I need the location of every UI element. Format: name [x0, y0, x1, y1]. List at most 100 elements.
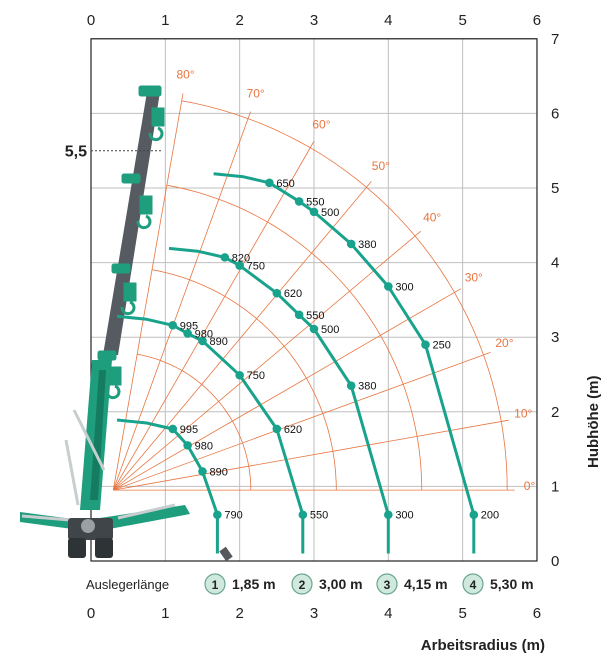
- load-point: [294, 197, 304, 206]
- load-point: [294, 310, 304, 320]
- x-tick-top: 5: [458, 12, 466, 29]
- x-tick-top: 3: [310, 12, 318, 29]
- load-label: 995: [180, 424, 198, 436]
- angle-arc: [166, 184, 423, 491]
- angle-label: 60°: [312, 117, 330, 131]
- load-point: [384, 510, 393, 520]
- angle-line: [113, 419, 509, 491]
- legend-item-2: 2 3,00 m: [291, 573, 363, 595]
- x-tick-bottom: 3: [310, 605, 318, 622]
- hydraulic-rod-2: [64, 439, 80, 506]
- legend-length: 3,00 m: [319, 576, 363, 592]
- load-point: [346, 381, 356, 390]
- legend-item-4: 4 5,30 m: [462, 573, 534, 595]
- load-label: 200: [481, 510, 499, 522]
- y-tick: 0: [551, 553, 559, 570]
- angle-label: 0°: [524, 479, 536, 493]
- angle-line: [113, 230, 422, 491]
- legend-item-3: 3 4,15 m: [376, 573, 448, 595]
- track-left: [68, 538, 86, 558]
- load-point: [168, 424, 178, 434]
- x-tick-top: 6: [533, 12, 541, 29]
- crane-illustration: [20, 85, 233, 562]
- load-point: [198, 336, 207, 346]
- x-tick-top: 0: [87, 12, 95, 29]
- legend-number: 1: [212, 578, 219, 592]
- height-marker-label: 5,5: [65, 144, 87, 161]
- load-label: 890: [209, 466, 227, 478]
- load-label: 820: [232, 252, 250, 264]
- y-tick: 5: [551, 180, 559, 197]
- y-tick: 1: [551, 478, 559, 495]
- load-label: 250: [432, 340, 450, 352]
- legend-number: 4: [470, 578, 477, 592]
- angle-line: [113, 288, 462, 491]
- legend-badge: [204, 573, 226, 595]
- y-tick: 4: [551, 255, 559, 272]
- angle-label: 80°: [177, 68, 195, 82]
- legend-length: 5,30 m: [490, 576, 534, 592]
- angle-label: 50°: [372, 159, 390, 173]
- load-label: 995: [180, 320, 198, 332]
- load-point: [272, 288, 282, 298]
- hydraulic-rod: [72, 409, 106, 471]
- legend-item-1: 1 1,85 m: [204, 573, 276, 595]
- load-point: [183, 441, 192, 450]
- track-right: [95, 538, 113, 558]
- load-point: [265, 178, 274, 188]
- load-point: [235, 370, 244, 380]
- curve-line: [168, 246, 390, 554]
- legend-badge: [462, 573, 484, 595]
- angle-label: 20°: [495, 336, 513, 350]
- plot-frame: [90, 38, 538, 562]
- hook-icon: [97, 85, 165, 400]
- x-tick-top: 4: [384, 12, 392, 29]
- legend-number: 2: [299, 578, 306, 592]
- load-label: 300: [395, 281, 413, 293]
- angle-arc: [181, 100, 508, 491]
- x-tick-bottom: 6: [533, 605, 541, 622]
- mast-inner: [90, 370, 106, 500]
- load-point: [298, 510, 308, 520]
- boom-length-legend: Auslegerlänge 1 1,85 m 2 3,00 m 3 4,15 m 4 5,30…: [86, 573, 534, 595]
- load-label: 980: [195, 328, 213, 340]
- load-label: 550: [306, 196, 324, 208]
- y-tick: 3: [551, 329, 559, 346]
- load-point: [309, 324, 319, 334]
- load-curve-1: 790 890 980 995: [116, 418, 243, 554]
- load-point: [168, 320, 178, 330]
- load-point: [220, 253, 230, 262]
- curve-line: [213, 172, 476, 554]
- pivot-joint: [81, 519, 95, 533]
- load-label: 890: [209, 336, 227, 348]
- angle-line: [112, 93, 184, 491]
- y-tick: 6: [551, 105, 559, 122]
- load-label: 380: [358, 381, 376, 393]
- load-label: 300: [395, 510, 413, 522]
- y-tick: 7: [551, 31, 559, 48]
- load-point: [213, 510, 222, 520]
- outrigger-rod-right: [117, 503, 176, 520]
- ground-marker: [219, 546, 233, 562]
- x-tick-bottom: 2: [235, 605, 243, 622]
- y-axis-title: Hubhöhe (m): [585, 376, 602, 468]
- load-point: [421, 340, 430, 349]
- angle-label: 30°: [465, 270, 483, 284]
- load-label: 650: [276, 178, 294, 190]
- angle-arc: [137, 353, 252, 491]
- load-label: 620: [284, 424, 302, 436]
- load-label: 750: [247, 370, 265, 382]
- load-point: [272, 424, 282, 434]
- legend-caption: Auslegerlänge: [86, 577, 169, 592]
- load-label: 620: [284, 288, 302, 300]
- load-label: 500: [321, 207, 339, 219]
- outrigger-rod-left: [21, 514, 71, 522]
- load-curves: 7908909809955506207508909809953003805005…: [116, 172, 499, 554]
- angle-label: 40°: [423, 211, 441, 225]
- angle-label: 10°: [514, 407, 532, 421]
